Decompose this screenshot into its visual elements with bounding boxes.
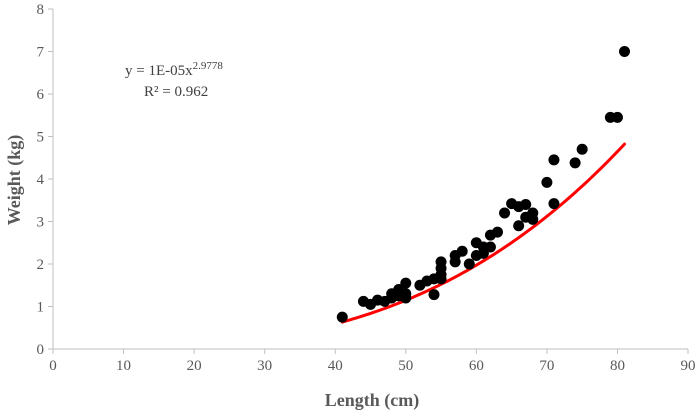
data-point [400,277,412,289]
data-point [435,262,447,274]
data-point [435,273,447,285]
data-point [336,311,348,323]
equation-base: y = 1E-05x [125,63,193,79]
data-point [541,176,553,188]
y-tick-label: 3 [37,215,45,231]
data-point [456,245,468,257]
x-tick-label: 20 [187,358,202,374]
y-tick-label: 7 [37,45,45,61]
y-tick-label: 2 [37,257,45,273]
trendline-equation: y = 1E-05x2.9778 [125,60,223,79]
data-point [619,46,630,57]
x-tick-label: 0 [49,358,57,374]
data-point [520,199,532,210]
y-tick-label: 8 [37,2,45,18]
y-axis-title: Weight (kg) [4,135,25,226]
x-axis-title: Length (cm) [325,390,419,411]
y-tick-label: 0 [37,342,45,358]
data-point [449,256,461,268]
equation-exponent: 2.9778 [193,60,224,72]
data-point [548,198,560,210]
data-point [492,226,503,238]
data-point [499,207,511,219]
data-point [400,292,412,304]
x-tick-label: 50 [398,358,413,374]
trendline [340,142,626,324]
x-tick-label: 10 [116,358,131,374]
data-point [548,154,560,166]
x-tick-label: 80 [610,358,625,374]
y-tick-label: 1 [37,300,45,316]
data-point [513,220,525,232]
x-tick-label: 60 [469,358,484,374]
x-tick-label: 40 [328,358,343,374]
data-point [576,143,588,155]
data-point [611,111,623,123]
x-tick-label: 90 [681,358,696,374]
y-tick-label: 5 [37,130,45,146]
r-squared-label: R² = 0.962 [144,84,208,100]
data-point [569,157,581,169]
x-tick-label: 30 [257,358,272,374]
data-point [428,289,440,301]
y-tick-label: 6 [37,87,45,103]
y-tick-label: 4 [37,172,45,188]
x-tick-label: 70 [539,358,554,374]
data-point [463,258,475,270]
data-point [527,207,539,219]
data-point [484,241,496,253]
